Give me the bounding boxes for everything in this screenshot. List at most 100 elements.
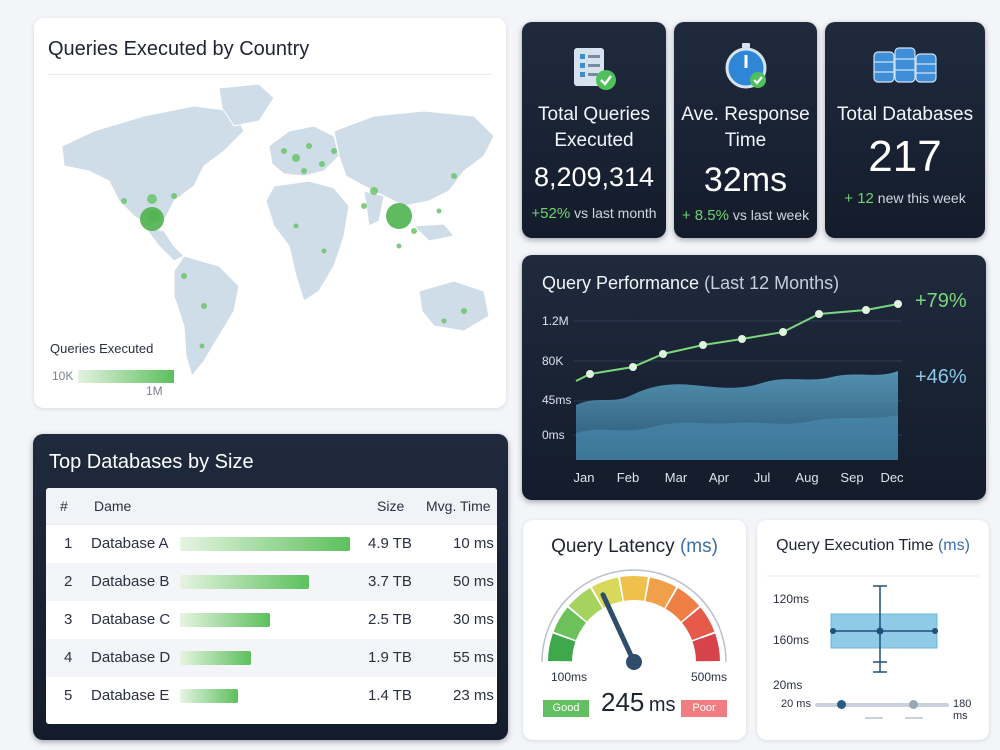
row-time: 30 ms — [453, 611, 494, 628]
table-row[interactable]: 2 Database B 3.7 TB 50 ms — [46, 563, 496, 601]
top-databases-title: Top Databases by Size — [49, 451, 254, 473]
area-change-label: +46% — [915, 366, 967, 388]
row-size: 1.4 TB — [368, 687, 412, 704]
title-divider — [48, 74, 492, 75]
kpi-label-line2: Time — [724, 130, 767, 151]
row-name: Database E — [91, 687, 170, 704]
slider-handle-low[interactable] — [837, 700, 846, 709]
slider-max-label: 180 ms — [953, 698, 972, 722]
performance-title: Query Performance (Last 12 Months) — [542, 273, 839, 294]
row-time: 10 ms — [453, 535, 494, 552]
line-point — [699, 341, 707, 349]
performance-subtitle: (Last 12 Months) — [704, 273, 840, 293]
top-databases-card: Top Databases by Size # Dame Size Mvg. T… — [33, 434, 508, 740]
kpi-value: 217 — [868, 132, 942, 181]
checklist-icon — [570, 44, 618, 97]
kpi-delta-suffix: vs last week — [732, 207, 810, 223]
exec-tick-2: 160ms — [773, 633, 810, 647]
slider-tick-marks — [865, 717, 883, 719]
gauge-segment — [548, 633, 576, 662]
gauge-segment — [553, 607, 587, 641]
exec-time-title-main: Query Execution Time — [776, 537, 934, 554]
row-name: Database C — [91, 611, 171, 628]
map-legend-title: Queries Executed — [50, 341, 154, 356]
line-point — [738, 335, 746, 343]
header-size[interactable]: Size — [377, 498, 405, 514]
table-row[interactable]: 3 Database C 2.5 TB 30 ms — [46, 601, 496, 639]
x-tick-label: Feb — [617, 470, 639, 485]
kpi-delta: + 8.5% vs last week — [674, 207, 817, 224]
kpi-label-line1: Total Databases — [836, 104, 974, 125]
row-size: 4.9 TB — [368, 535, 412, 552]
map-card: Queries Executed by Country — [34, 18, 506, 408]
kpi-delta-value: + 8.5% — [681, 207, 729, 224]
latency-good-badge: Good — [543, 700, 589, 717]
map-legend-gradient — [78, 370, 174, 383]
gauge-segment — [681, 607, 715, 641]
row-time: 50 ms — [453, 573, 494, 590]
table-header: # Dame Size Mvg. Time — [46, 488, 497, 525]
gauge-segment — [665, 588, 700, 622]
gauge-segment — [692, 633, 720, 662]
kpi-total-databases: Total Databases 217 + 12 new this week — [825, 22, 985, 238]
map-legend-min: 10K — [52, 369, 74, 383]
line-series — [575, 303, 899, 382]
size-bar — [180, 651, 251, 665]
kpi-label-line1: Ave. Response — [681, 104, 810, 125]
table-row[interactable]: 4 Database D 1.9 TB 55 ms — [46, 639, 496, 677]
box-plot — [767, 575, 979, 673]
latency-value-unit: ms — [648, 694, 676, 716]
y-tick-label: 0ms — [542, 428, 565, 442]
slider-handle-high[interactable] — [909, 700, 918, 709]
row-size: 3.7 TB — [368, 573, 412, 590]
databases-table: # Dame Size Mvg. Time 1 Database A 4.9 TB 1… — [46, 488, 497, 724]
row-rank: 2 — [64, 573, 73, 590]
line-point — [779, 328, 787, 336]
map-legend-max: 1M — [146, 384, 163, 398]
y-tick-label: 80K — [542, 354, 563, 368]
x-tick-label: Mar — [665, 470, 688, 485]
row-name: Database A — [91, 535, 169, 552]
table-row[interactable]: 1 Database A 4.9 TB 10 ms — [46, 525, 496, 563]
y-tick-label: 1.2M — [542, 314, 569, 328]
exec-time-title: Query Execution Time (ms) — [757, 537, 989, 555]
row-rank: 5 — [64, 687, 73, 704]
kpi-delta-value: +52% — [531, 205, 571, 222]
row-name: Database B — [91, 573, 170, 590]
gauge-segment — [645, 577, 677, 608]
size-bar — [180, 537, 350, 551]
row-time: 23 ms — [453, 687, 494, 704]
kpi-value: 32ms — [703, 161, 788, 199]
header-rank[interactable]: # — [60, 498, 68, 514]
exec-tick-3: 20ms — [773, 678, 803, 692]
line-point — [629, 363, 637, 371]
line-point — [586, 370, 594, 378]
latency-unit: (ms) — [679, 536, 718, 557]
gauge-segment — [568, 588, 603, 622]
line-point — [894, 300, 902, 308]
kpi-total-queries: Total Queries Executed 8,209,314 +52% vs… — [522, 22, 666, 238]
kpi-delta-suffix: new this week — [877, 190, 966, 206]
row-rank: 4 — [64, 649, 73, 666]
header-name[interactable]: Dame — [94, 498, 132, 514]
line-point — [815, 310, 823, 318]
exec-tick-1: 120ms — [773, 592, 810, 606]
x-tick-label: Aug — [795, 470, 818, 485]
kpi-label-line2: Executed — [554, 130, 634, 151]
slider-tick-marks-2 — [905, 717, 923, 719]
line-point — [659, 350, 667, 358]
exec-time-card: Query Execution Time (ms) 120ms 160ms 20… — [757, 520, 989, 740]
kpi-response-time: Ave. Response Time 32ms + 8.5% vs last w… — [674, 22, 817, 238]
x-tick-label: Dec — [880, 470, 904, 485]
table-row[interactable]: 5 Database E 1.4 TB 23 ms — [46, 677, 496, 715]
size-bar — [180, 613, 270, 627]
kpi-delta-value: + 12 — [844, 190, 874, 207]
database-stack-icon — [872, 44, 938, 91]
performance-card: Query Performance (Last 12 Months) 1.2M 8… — [522, 255, 986, 500]
latency-value-number: 245 — [601, 687, 645, 717]
stopwatch-icon — [722, 42, 770, 97]
gauge-segment — [591, 577, 623, 608]
range-slider[interactable] — [815, 700, 949, 709]
header-time[interactable]: Mvg. Time — [426, 498, 491, 514]
row-rank: 3 — [64, 611, 73, 628]
